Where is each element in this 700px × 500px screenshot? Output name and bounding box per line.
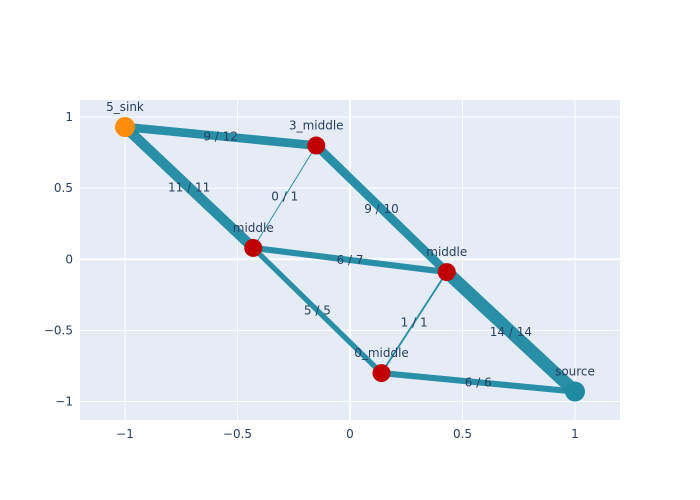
edge-flow-label: 6 / 7 <box>337 253 364 267</box>
edge-flow-label: 14 / 14 <box>490 325 532 339</box>
node-label: 3_middle <box>289 119 344 133</box>
edge-flow-label: 1 / 1 <box>401 316 428 330</box>
edge-line <box>120 122 321 150</box>
y-tick-label: 1 <box>65 110 73 124</box>
edge-line <box>252 145 317 249</box>
middle-node <box>244 238 263 257</box>
middle-node <box>307 136 326 155</box>
node-label: 5_sink <box>106 100 144 114</box>
y-tick-label: −1 <box>55 395 73 409</box>
y-tick-label: 0.5 <box>54 181 73 195</box>
y-tick-label: 0 <box>65 252 73 266</box>
edge-line <box>378 370 579 395</box>
x-tick-label: 1 <box>571 427 579 441</box>
edge-line <box>250 245 385 376</box>
x-tick-label: −1 <box>116 427 134 441</box>
x-tick-label: 0.5 <box>453 427 472 441</box>
edge-flow-label: 11 / 11 <box>168 180 210 194</box>
edge-flow-label: 5 / 5 <box>304 303 331 317</box>
edge-line <box>380 271 448 374</box>
edge-flow-label: 9 / 10 <box>364 202 399 216</box>
edge-line <box>119 121 259 254</box>
source-node <box>565 381 585 402</box>
node-label: source <box>555 365 595 379</box>
edge-line <box>311 141 452 277</box>
nodes-layer <box>115 117 585 402</box>
x-axis-ticks: −1 −0.5 0 0.5 1 <box>116 427 579 441</box>
sink-node <box>115 117 135 138</box>
node-label: middle <box>233 221 274 235</box>
y-axis-ticks: −1 −0.5 0 0.5 1 <box>44 110 73 408</box>
x-tick-label: −0.5 <box>223 427 252 441</box>
node-label: middle <box>426 245 467 259</box>
edge-flow-label: 6 / 6 <box>465 375 492 389</box>
middle-node <box>372 364 391 383</box>
node-label: 0_middle <box>354 346 409 360</box>
edge-line <box>440 265 582 399</box>
edges-layer <box>119 121 582 399</box>
edge-line <box>250 244 450 276</box>
x-tick-label: 0 <box>346 427 354 441</box>
edge-labels-layer: 9 / 12 11 / 11 0 / 1 9 / 10 6 / 7 5 / 5 1 / 1 1… <box>168 129 532 389</box>
edge-flow-label: 0 / 1 <box>271 190 298 204</box>
y-tick-label: −0.5 <box>44 323 73 337</box>
edge-flow-label: 9 / 12 <box>203 129 238 143</box>
middle-node <box>437 263 456 282</box>
